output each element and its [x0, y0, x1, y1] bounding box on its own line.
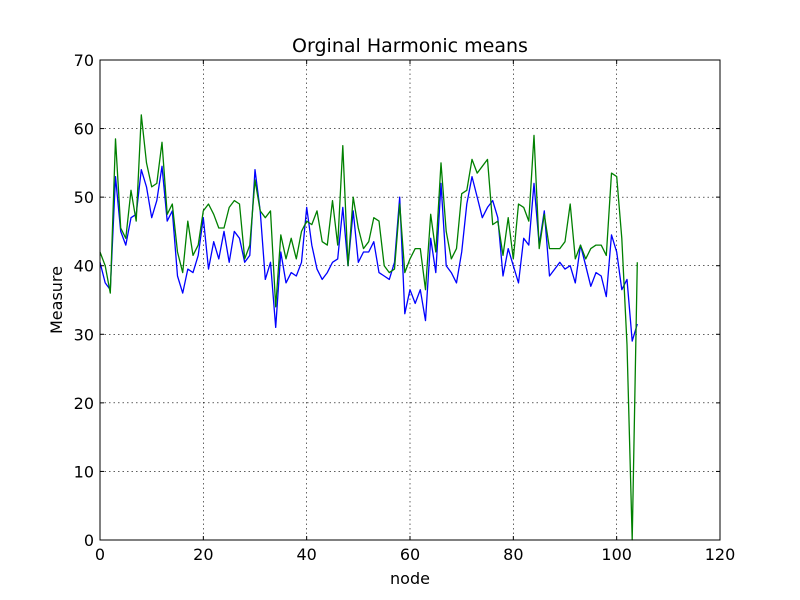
y-tick-label: 10 — [74, 462, 94, 481]
y-tick-label: 30 — [74, 325, 94, 344]
y-tick-label: 40 — [74, 257, 94, 276]
x-tick-label: 120 — [705, 545, 736, 564]
series-layer — [99, 114, 638, 541]
y-tick-label: 50 — [74, 188, 94, 207]
series-line-2 — [99, 114, 638, 541]
x-tick-label: 60 — [400, 545, 420, 564]
y-tick-label: 20 — [74, 394, 94, 413]
x-tick-label: 100 — [601, 545, 632, 564]
y-tick-label: 0 — [84, 531, 94, 550]
y-axis-label: Measure — [47, 266, 66, 334]
x-tick-label: 20 — [193, 545, 213, 564]
x-axis-label: node — [390, 569, 430, 588]
y-tick-labels: 0 10 20 30 40 50 60 70 — [74, 51, 94, 550]
x-tick-label: 80 — [503, 545, 523, 564]
series-line-1 — [99, 165, 638, 342]
y-tick-label: 70 — [74, 51, 94, 70]
ticks — [99, 59, 721, 541]
y-tick-label: 60 — [74, 120, 94, 139]
x-tick-label: 40 — [296, 545, 316, 564]
x-tick-labels: 0 20 40 60 80 100 120 — [95, 545, 735, 564]
x-tick-label: 0 — [95, 545, 105, 564]
chart-title: Orginal Harmonic means — [292, 35, 528, 57]
